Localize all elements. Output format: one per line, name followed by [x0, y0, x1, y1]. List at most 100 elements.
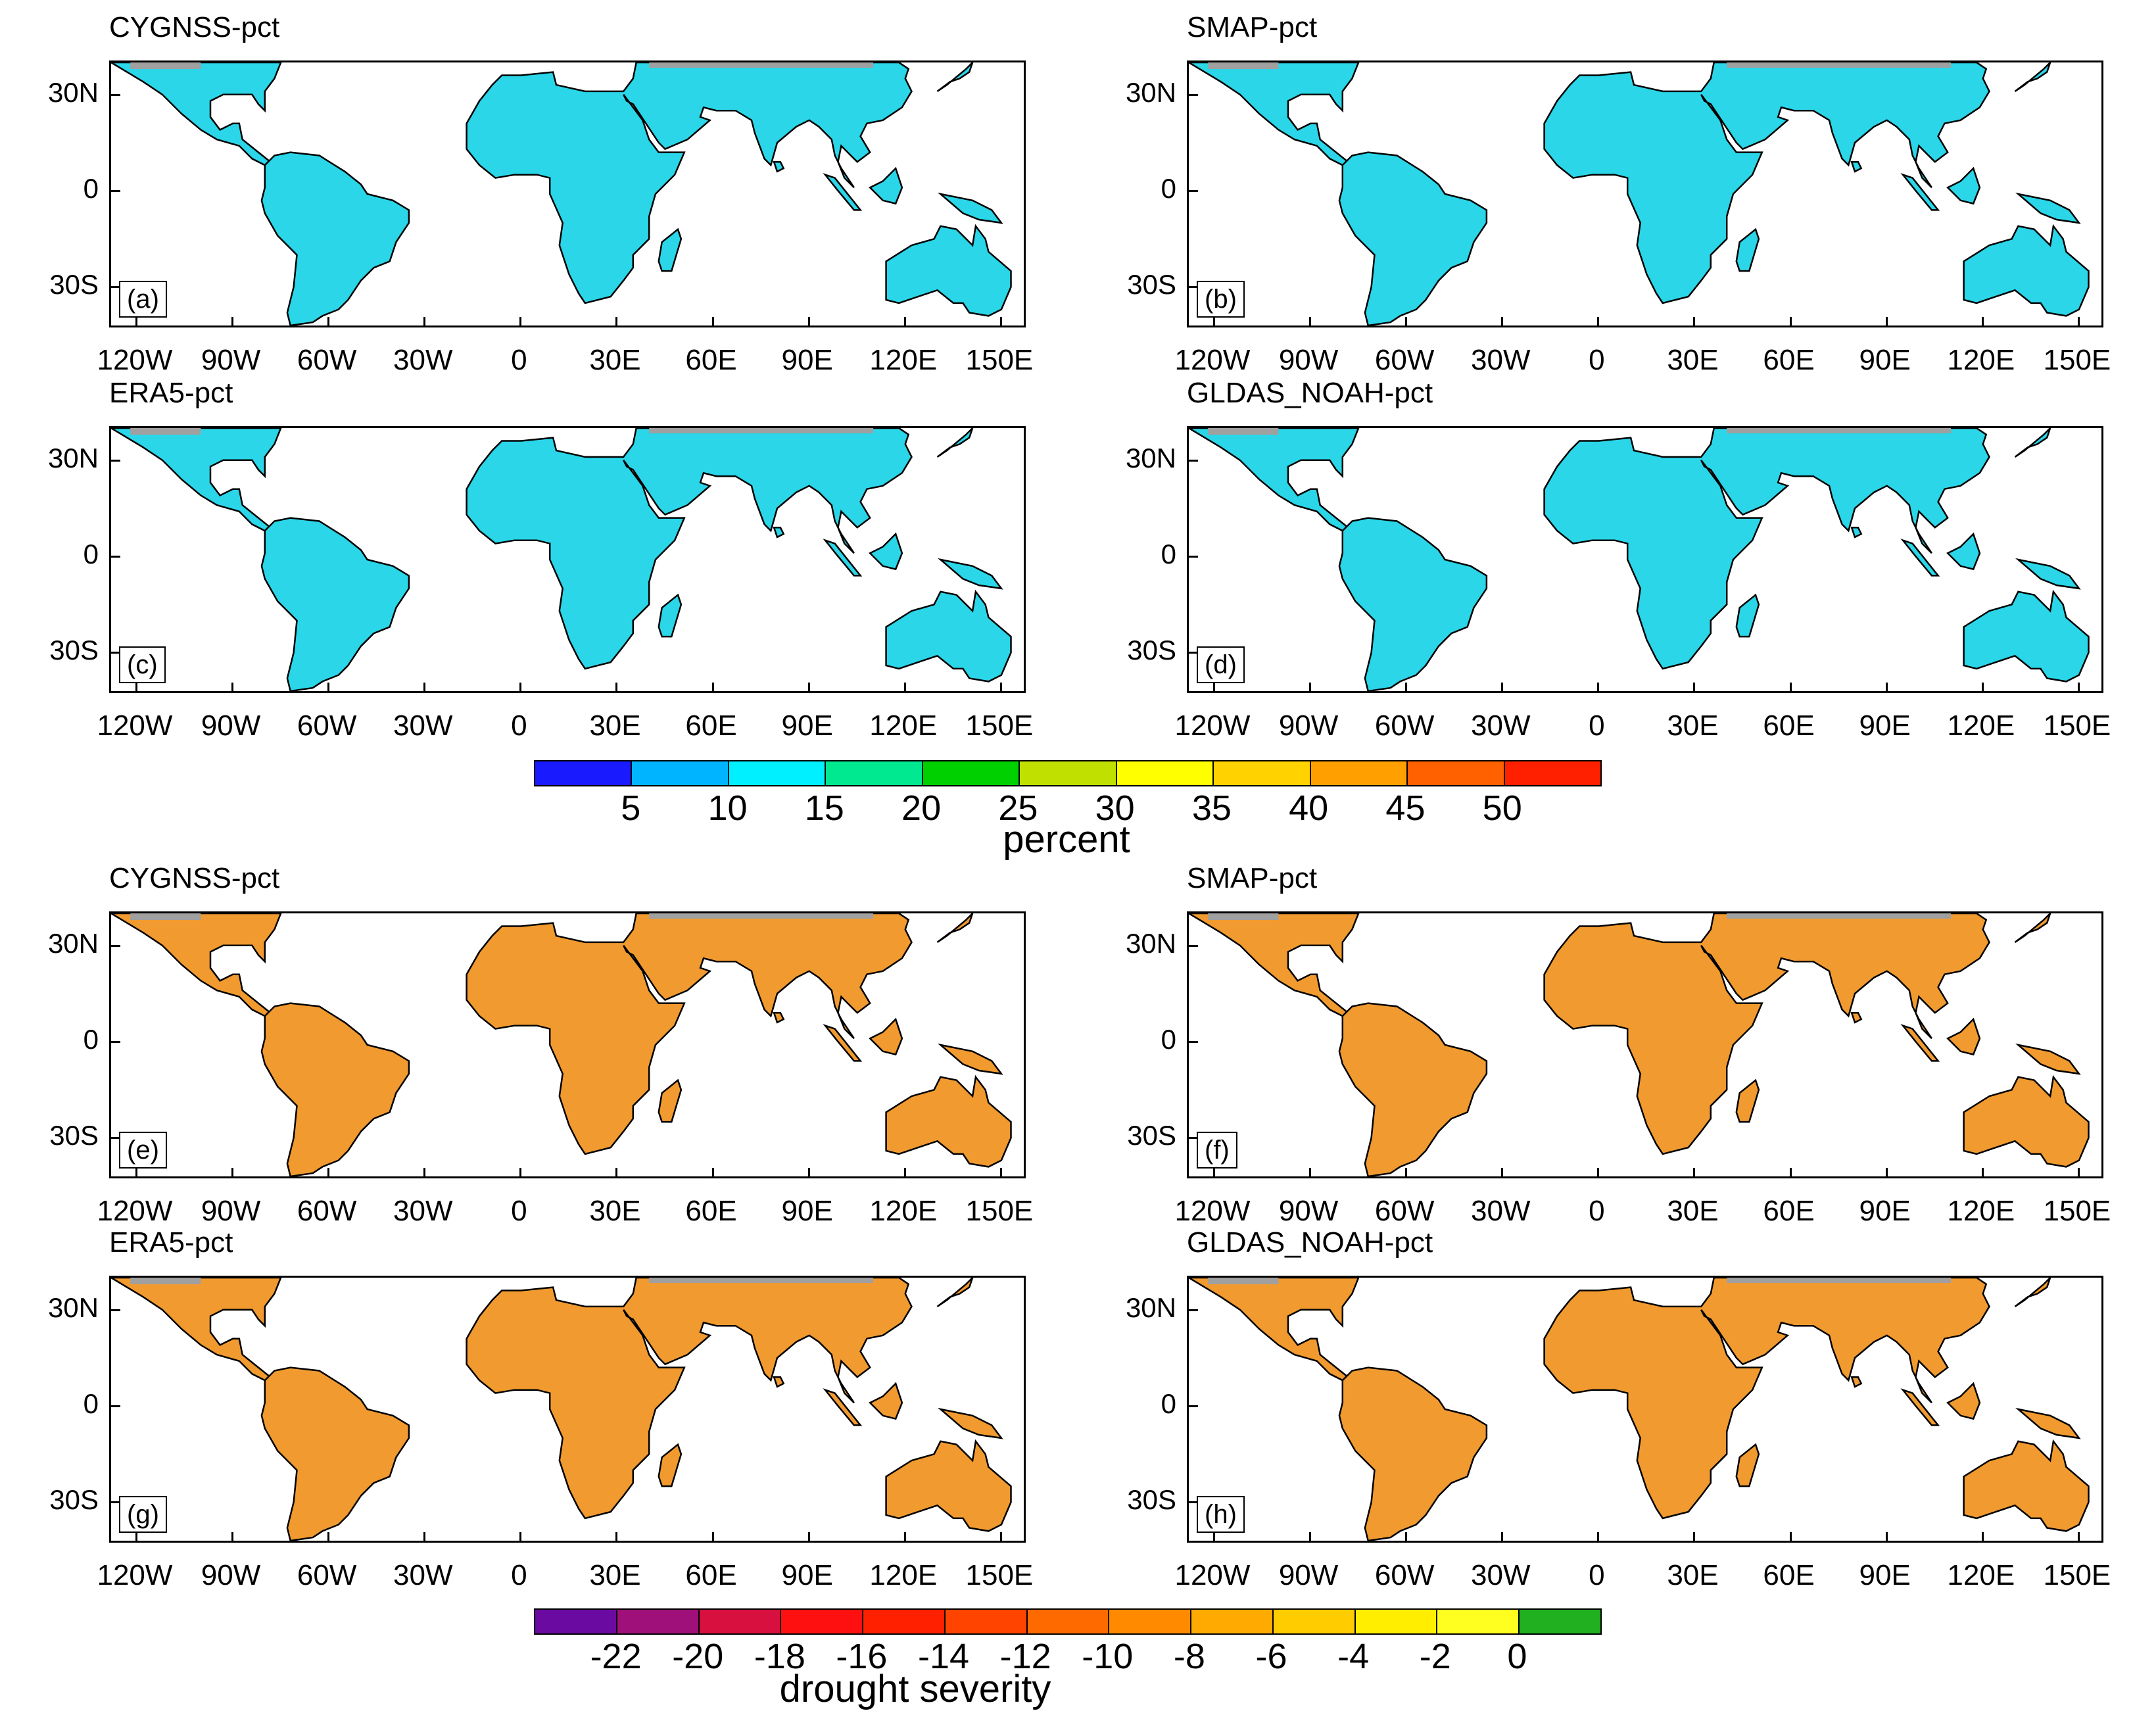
- missing-data-area: [649, 428, 874, 433]
- missing-data-area: [649, 1278, 874, 1283]
- lon-tick: [327, 1168, 330, 1177]
- panel-label: (f): [1197, 1132, 1237, 1169]
- missing-data-area: [1727, 1278, 1952, 1283]
- land-shape: [466, 62, 913, 304]
- lat-tick-label: 30S: [1127, 635, 1176, 666]
- colorbar-cell: [1310, 761, 1408, 785]
- colorbar-tick-label: 45: [1385, 788, 1426, 828]
- lon-tick-label: 150E: [2043, 1559, 2111, 1591]
- land-shape: [773, 160, 785, 173]
- lon-tick: [327, 683, 330, 692]
- colorbar-tick-label: -2: [1419, 1637, 1451, 1676]
- lon-tick-label: 30W: [393, 710, 453, 742]
- missing-data-area: [1208, 913, 1279, 920]
- colorbar-cell: [1191, 1610, 1274, 1633]
- land-shape: [111, 428, 282, 532]
- colorbar-cell: [632, 761, 729, 785]
- lon-tick-label: 90W: [1278, 344, 1339, 376]
- map-panel-b: SMAP-pct (b) 30N 0 30S 120W 90W 60W 30W 0 30E 60E…: [1126, 13, 2111, 375]
- lon-tick-label: 90W: [201, 1559, 261, 1591]
- lon-tick-label: 0: [511, 1195, 527, 1227]
- panel-label: (d): [1197, 646, 1245, 683]
- colorbar-cell: [1355, 1610, 1438, 1633]
- lon-tick-label: 30E: [1667, 710, 1719, 742]
- colorbar-tick-label: 40: [1289, 788, 1329, 828]
- lon-tick: [999, 1168, 1002, 1177]
- lon-tick: [1405, 683, 1408, 692]
- land-shape: [1900, 539, 1940, 577]
- land-shape: [1338, 517, 1488, 691]
- map-canvas: [111, 428, 1012, 691]
- lon-tick-label: 60E: [1763, 1559, 1815, 1591]
- lat-tick: [1189, 1041, 1198, 1044]
- lon-tick: [1309, 317, 1312, 326]
- land-shape: [1946, 166, 1981, 205]
- lon-tick: [231, 683, 234, 692]
- lon-tick: [1885, 683, 1888, 692]
- lat-tick: [111, 1309, 120, 1311]
- lat-tick-label: 0: [83, 1024, 99, 1055]
- panel-title: GLDAS_NOAH-pct: [1187, 1226, 1433, 1259]
- colorbar-cell: [1116, 761, 1214, 785]
- colorbar-tick-label: 0: [1507, 1637, 1527, 1676]
- map-canvas: [1189, 428, 2090, 691]
- lat-tick: [1189, 190, 1198, 193]
- lat-tick: [1189, 652, 1198, 654]
- lon-tick: [1309, 683, 1312, 692]
- lon-tick-label: 30W: [393, 1195, 453, 1227]
- map-canvas: [111, 62, 1012, 326]
- lon-tick-label: 120W: [97, 344, 173, 376]
- lon-tick: [1885, 317, 1888, 326]
- lon-tick: [519, 683, 522, 692]
- panel-title: SMAP-pct: [1187, 11, 1318, 43]
- land-shape: [260, 1002, 410, 1176]
- land-shape: [466, 1278, 913, 1520]
- colorbar-tick-label: -8: [1173, 1637, 1205, 1676]
- lon-tick: [519, 317, 522, 326]
- land-shape: [1946, 1017, 1981, 1056]
- lon-tick: [1501, 683, 1504, 692]
- lon-tick: [903, 1168, 906, 1177]
- lon-tick-label: 60W: [297, 1195, 357, 1227]
- lon-tick-label: 30E: [589, 344, 641, 376]
- missing-data-area: [1208, 62, 1279, 69]
- lat-tick: [111, 652, 120, 654]
- land-shape: [260, 1366, 410, 1541]
- colorbar-severity: [534, 1608, 1602, 1635]
- lon-tick-label: 60W: [1374, 710, 1435, 742]
- lon-tick: [903, 317, 906, 326]
- lat-tick-label: 30S: [1127, 269, 1176, 301]
- missing-data-area: [1727, 428, 1952, 433]
- lat-tick: [1189, 1501, 1198, 1504]
- panel-label: (e): [119, 1132, 167, 1169]
- lon-tick-label: 30E: [589, 1559, 641, 1591]
- lon-tick-label: 150E: [965, 344, 1034, 376]
- land-shape: [658, 1443, 683, 1487]
- colorbar-cell: [1214, 761, 1311, 785]
- lon-tick-label: 120E: [869, 344, 938, 376]
- lon-tick-label: 120W: [97, 1559, 173, 1591]
- lon-tick: [423, 1168, 426, 1177]
- land-shape: [937, 1407, 1003, 1439]
- lon-tick-label: 0: [1589, 1559, 1605, 1591]
- colorbar-cell: [699, 1610, 782, 1633]
- lat-tick-label: 30S: [49, 1484, 99, 1516]
- land-shape: [1963, 224, 2090, 317]
- lon-tick: [2077, 317, 2080, 326]
- lon-tick-label: 30W: [1471, 1559, 1531, 1591]
- lat-tick: [1189, 944, 1198, 947]
- land-shape: [1543, 428, 1990, 670]
- lon-tick: [711, 1168, 714, 1177]
- lat-tick: [1189, 1309, 1198, 1311]
- colorbar-cell: [535, 1610, 617, 1633]
- lon-tick: [1597, 317, 1600, 326]
- lon-tick: [1309, 1532, 1312, 1541]
- land-shape: [1189, 428, 1360, 532]
- land-shape: [937, 192, 1003, 224]
- colorbar-tick-label: -18: [754, 1637, 805, 1676]
- panel-label: (g): [119, 1496, 167, 1533]
- lon-tick-label: 30E: [1667, 344, 1719, 376]
- lon-tick: [1597, 1532, 1600, 1541]
- panel-title: GLDAS_NOAH-pct: [1187, 377, 1433, 409]
- lon-tick-label: 60W: [1374, 344, 1435, 376]
